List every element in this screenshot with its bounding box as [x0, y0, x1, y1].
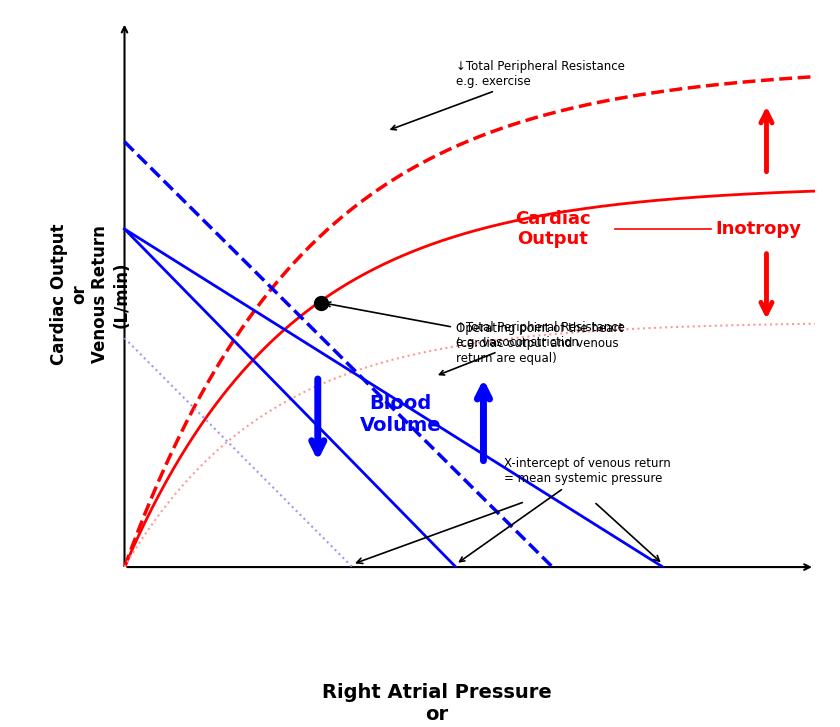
Text: Right Atrial Pressure
or
End Diastolic Volume: Right Atrial Pressure or End Diastolic V…	[321, 683, 553, 727]
Text: Blood
Volume: Blood Volume	[360, 394, 442, 435]
Text: Operating point of the heart
(cardiac output and venous
return are equal): Operating point of the heart (cardiac ou…	[326, 302, 623, 365]
Text: ↑Total Peripheral Resistance
e.g. vasoconstriction: ↑Total Peripheral Resistance e.g. vasoco…	[439, 321, 625, 375]
Text: Inotropy: Inotropy	[715, 220, 801, 238]
Text: X-intercept of venous return
= mean systemic pressure: X-intercept of venous return = mean syst…	[459, 457, 671, 562]
Text: ↓Total Peripheral Resistance
e.g. exercise: ↓Total Peripheral Resistance e.g. exerci…	[391, 60, 625, 130]
Text: Cardiac
Output: Cardiac Output	[515, 209, 591, 249]
Text: Cardiac Output
or
Venous Return
(L/min): Cardiac Output or Venous Return (L/min)	[50, 224, 130, 365]
